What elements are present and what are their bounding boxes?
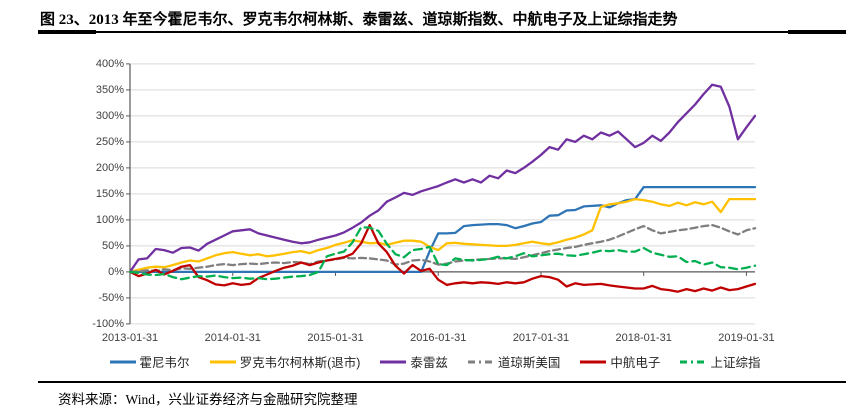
y-tick-label: 0%: [108, 265, 124, 278]
series-line-中航电子: [128, 223, 757, 293]
x-tick-label: 2016-01-31: [410, 332, 467, 344]
x-tick-label: 2014-01-31: [204, 332, 261, 344]
chart-legend: 霍尼韦尔 罗克韦尔柯林斯(退市) 泰雷兹 道琼斯美国 中航电子 上证综指: [109, 352, 760, 371]
y-tick-label: 300%: [95, 109, 124, 122]
legend-item: 罗克韦尔柯林斯(退市): [209, 352, 361, 371]
title-rule: [38, 31, 846, 33]
legend-label: 道琼斯美国: [497, 356, 561, 370]
legend-swatch: [680, 360, 707, 363]
series-line-泰雷兹: [128, 83, 757, 274]
legend-label: 中航电子: [610, 356, 661, 370]
legend-swatch: [380, 360, 407, 363]
series-line-道琼斯美国: [128, 223, 757, 274]
y-tick-label: 250%: [95, 135, 124, 148]
source-note: 资料来源：Wind，兴业证券经济与金融研究院整理: [58, 392, 358, 407]
source-rule: [38, 381, 846, 383]
legend-swatch: [209, 360, 236, 363]
series-line-霍尼韦尔: [128, 185, 757, 274]
legend-swatch: [580, 360, 607, 363]
legend-item: 中航电子: [580, 352, 660, 371]
title-rule-thick-left: [38, 29, 96, 34]
y-tick-label: -50%: [98, 291, 124, 304]
legend-label: 罗克韦尔柯林斯(退市): [239, 356, 361, 370]
legend-label: 上证综指: [710, 356, 761, 370]
x-tick-label: 2018-01-31: [615, 332, 672, 344]
x-tick-label: 2015-01-31: [307, 332, 364, 344]
y-tick-label: -100%: [92, 317, 124, 330]
legend-swatch: [109, 360, 136, 363]
y-tick-label: 400%: [95, 57, 124, 70]
legend-item: 泰雷兹: [380, 352, 448, 371]
x-tick-label: 2019-01-31: [718, 332, 775, 344]
y-tick-label: 150%: [95, 187, 124, 200]
figure-title: 图 23、2013 年至今霍尼韦尔、罗克韦尔柯林斯、泰雷兹、道琼斯指数、中航电子…: [40, 12, 678, 28]
y-tick-label: 350%: [95, 83, 124, 96]
x-tick-label: 2017-01-31: [512, 332, 570, 344]
legend-label: 泰雷兹: [410, 356, 448, 370]
x-tick-label: 2013-01-31: [101, 332, 159, 344]
legend-item: 上证综指: [680, 352, 760, 371]
y-tick-label: 100%: [95, 213, 124, 226]
series-line-上证综指: [128, 226, 757, 281]
legend-item: 道琼斯美国: [467, 352, 561, 371]
series-line-罗克韦尔柯林斯(退市): [128, 197, 757, 274]
title-rule-thick-right: [788, 29, 846, 34]
legend-swatch: [467, 360, 494, 363]
legend-label: 霍尼韦尔: [139, 356, 190, 370]
legend-item: 霍尼韦尔: [109, 352, 190, 371]
y-tick-label: 200%: [95, 161, 124, 174]
y-tick-label: 50%: [101, 239, 124, 252]
